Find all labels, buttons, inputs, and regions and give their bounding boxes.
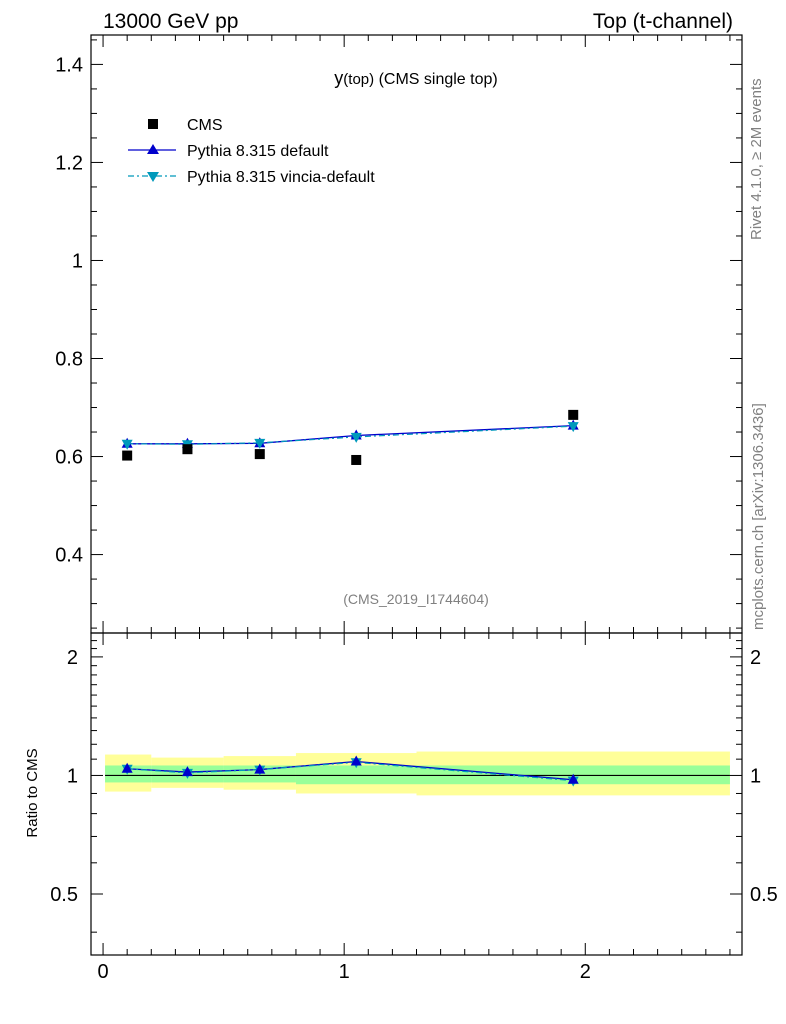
title-rest: (CMS single top): [374, 71, 498, 88]
ratio-y-axis-label: Ratio to CMS: [24, 748, 41, 837]
legend-default-marker: [147, 144, 159, 154]
ratio-data-layer: [121, 755, 579, 787]
header-energy-label: 13000 GeV pp: [103, 10, 238, 33]
main-y-tick-label: 1: [72, 250, 83, 272]
main-data-layer: [121, 409, 579, 465]
cms-data-point: [568, 409, 579, 420]
ratio-default-point: [121, 762, 133, 773]
ratio-default-point: [181, 766, 193, 777]
ratio-y-tick-label-right: 1: [750, 765, 761, 787]
ratio-x-tick-label: 1: [339, 961, 350, 983]
pythia-vincia-point: [121, 439, 133, 450]
main-y-tick-label: 0.6: [55, 447, 83, 469]
main-panel: 0.4 0.6 0.8 1 1.2 1.4 y(top) (CMS single top)…: [55, 34, 743, 634]
main-y-tick-label: 1.2: [55, 152, 83, 174]
pythia-vincia-point: [567, 422, 579, 433]
pythia-vincia-point: [254, 438, 266, 449]
rivet-version-label: Rivet 4.1.0, ≥ 2M events: [748, 78, 765, 240]
legend-vincia-label: Pythia 8.315 vincia-default: [187, 169, 375, 186]
ratio-y-tick-labels: 0.5 0.5 1 1 2 2: [50, 647, 778, 906]
ratio-y-tick-label-right: 0.5: [750, 884, 778, 906]
mcplots-label: mcplots.cern.ch [arXiv:1306.3436]: [750, 403, 767, 630]
ratio-y-tick-label-left: 0.5: [50, 884, 78, 906]
main-y-tick-label: 0.4: [55, 545, 83, 567]
ratio-y-tick-label-right: 2: [750, 647, 761, 669]
ratio-y-tick-label-left: 1: [67, 765, 78, 787]
pythia-default-line: [127, 425, 574, 445]
main-y-tick-label: 0.8: [55, 349, 83, 371]
legend: CMS Pythia 8.315 default Pythia 8.315 vi…: [128, 117, 375, 186]
pythia-vincia-point: [350, 432, 362, 443]
ratio-x-tick-labels: 0 1 2: [97, 961, 590, 983]
analysis-watermark: (CMS_2019_I1744604): [343, 591, 489, 607]
cms-data-point: [182, 444, 193, 455]
ratio-default-point: [350, 755, 362, 766]
header-process-label: Top (t-channel): [593, 10, 733, 33]
ratio-panel: 0.5 0.5 1 1 2 2 0 1 2 Ratio to CMS: [24, 632, 778, 983]
main-y-tick-label: 1.4: [55, 54, 83, 76]
ratio-x-tick-label: 2: [580, 961, 591, 983]
legend-cms-marker: [148, 119, 158, 129]
legend-default-label: Pythia 8.315 default: [187, 143, 329, 160]
ratio-ticks: [91, 633, 742, 955]
ratio-y-tick-label-left: 2: [67, 647, 78, 669]
cms-data-point: [122, 450, 133, 461]
main-y-tick-labels: 0.4 0.6 0.8 1 1.2 1.4: [55, 54, 83, 566]
main-title: y(top) (CMS single top): [334, 68, 497, 88]
main-ticks: [91, 35, 742, 633]
ratio-default-point: [254, 763, 266, 774]
title-var: y: [334, 68, 343, 88]
title-sub: (top): [343, 71, 374, 88]
ratio-bands: [105, 751, 730, 796]
cms-data-point: [351, 454, 362, 465]
legend-cms-label: CMS: [187, 117, 223, 134]
ratio-default-point: [567, 773, 579, 784]
cms-data-point: [254, 449, 265, 460]
legend-vincia-marker: [147, 172, 159, 182]
ratio-x-tick-label: 0: [97, 961, 108, 983]
